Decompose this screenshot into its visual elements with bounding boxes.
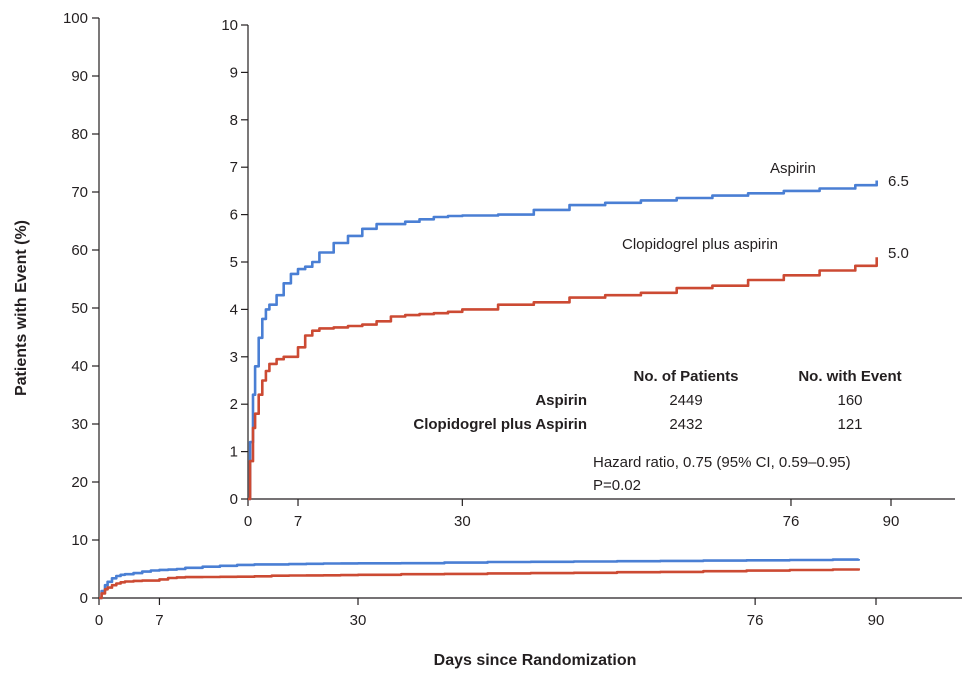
inset-y-tick-label: 8 <box>230 112 238 129</box>
inset-x-tick-label: 0 <box>244 513 252 530</box>
x-axis-title: Days since Randomization <box>434 652 637 669</box>
table-cell-patients: 2432 <box>669 416 702 433</box>
table-row-label: Aspirin <box>535 392 587 409</box>
inset-line-aspirin <box>248 180 878 501</box>
y-tick-label: 20 <box>71 474 88 491</box>
inset-x-tick-label: 30 <box>454 513 471 530</box>
patients-table: No. of Patients No. with Event Aspirin 2… <box>413 368 901 433</box>
y-axis-title: Patients with Event (%) <box>13 220 30 396</box>
inset-y-tick-label: 2 <box>230 396 238 413</box>
y-tick-label: 70 <box>71 184 88 201</box>
hazard-ratio-annotation: Hazard ratio, 0.75 (95% CI, 0.59–0.95) <box>593 454 851 471</box>
y-tick-label: 50 <box>71 300 88 317</box>
inset-y-tick-label: 4 <box>230 301 238 318</box>
inset-x-tick-label: 90 <box>883 513 900 530</box>
inset-x-tick-label: 7 <box>294 513 302 530</box>
y-tick-label: 60 <box>71 242 88 259</box>
end-label-clopidogrel: 5.0 <box>888 245 909 262</box>
inset-line-clopidogrel <box>248 257 878 501</box>
inset-y-tick-label: 9 <box>230 64 238 81</box>
inset-y-tick-label: 10 <box>221 17 238 34</box>
table-cell-events: 121 <box>837 416 862 433</box>
inset-y-tick-label: 1 <box>230 444 238 461</box>
table-row-label: Clopidogrel plus Aspirin <box>413 416 587 433</box>
inset-axes: 0 1 2 3 4 5 6 7 8 9 10 0 7 30 76 90 <box>221 17 955 530</box>
inset-y-tick-label: 3 <box>230 349 238 366</box>
y-tick-label: 0 <box>80 590 88 607</box>
series-label-aspirin: Aspirin <box>770 160 816 177</box>
y-tick-label: 30 <box>71 416 88 433</box>
inset-y-tick-label: 0 <box>230 491 238 508</box>
y-tick-label: 40 <box>71 358 88 375</box>
x-tick-label: 90 <box>868 612 885 629</box>
table-header-patients: No. of Patients <box>633 368 738 385</box>
y-tick-label: 10 <box>71 532 88 549</box>
y-tick-label: 90 <box>71 68 88 85</box>
inset-y-tick-label: 6 <box>230 207 238 224</box>
series-label-clopidogrel: Clopidogrel plus aspirin <box>622 236 778 253</box>
table-header-events: No. with Event <box>798 368 901 385</box>
table-cell-patients: 2449 <box>669 392 702 409</box>
main-line-aspirin <box>99 558 860 600</box>
x-tick-label: 7 <box>155 612 163 629</box>
x-tick-label: 30 <box>350 612 367 629</box>
inset-y-tick-label: 5 <box>230 254 238 271</box>
x-tick-label: 76 <box>747 612 764 629</box>
p-value-annotation: P=0.02 <box>593 477 641 494</box>
inset-y-tick-label: 7 <box>230 159 238 176</box>
y-tick-label: 100 <box>63 10 88 27</box>
y-tick-label: 80 <box>71 126 88 143</box>
end-label-aspirin: 6.5 <box>888 173 909 190</box>
inset-x-tick-label: 76 <box>783 513 800 530</box>
table-cell-events: 160 <box>837 392 862 409</box>
main-line-clopidogrel <box>99 568 860 600</box>
x-tick-label: 0 <box>95 612 103 629</box>
